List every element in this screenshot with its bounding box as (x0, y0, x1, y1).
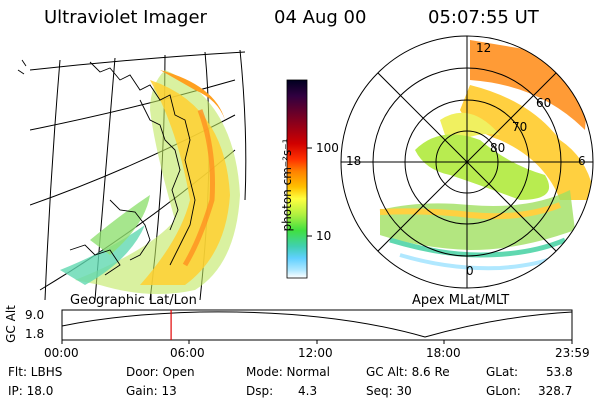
filter-info: Flt: LBHS (8, 365, 63, 379)
mlt-label-6: 6 (578, 154, 586, 168)
dsp-value: 4.3 (298, 384, 318, 398)
glat-value: 53.8 (546, 365, 573, 379)
altitude-plot (61, 309, 573, 344)
time-tick-0000: 00:00 (44, 346, 79, 360)
colorbar-unit-label: photon cm⁻²s⁻¹ (280, 138, 294, 232)
mlat-label-70: 70 (512, 120, 528, 134)
colorbar-label-100: 100 (316, 141, 339, 155)
door-info: Door: Open (126, 365, 195, 379)
colorbar-gradient (286, 79, 308, 279)
gain-info: Gain: 13 (126, 384, 177, 398)
altitude-ylabel: GC Alt (4, 305, 18, 343)
geographic-map (17, 49, 247, 300)
app-title: Ultraviolet Imager (44, 7, 207, 28)
mode-info: Mode: Normal (246, 365, 330, 379)
colorbar (286, 79, 312, 279)
glon-value: 328.7 (538, 384, 573, 398)
time-tick-1200: 12:00 (298, 346, 333, 360)
time-tick-2359: 23:59 (555, 346, 590, 360)
time-label: 05:07:55 UT (428, 7, 539, 28)
mlat-label-80: 80 (490, 141, 506, 155)
altitude-ytick-low: 1.8 (25, 327, 45, 341)
mlt-label-0: 0 (466, 264, 474, 278)
altitude-ytick-high: 9.0 (25, 308, 45, 322)
time-tick-0600: 06:00 (170, 346, 205, 360)
dsp-info: Dsp: (246, 384, 274, 398)
mlt-label-12: 12 (476, 41, 492, 55)
polar-plot (340, 35, 594, 289)
mlt-label-18: 18 (346, 154, 362, 168)
altitude-curve (61, 311, 573, 338)
time-tick-1800: 18:00 (426, 346, 461, 360)
date-label: 04 Aug 00 (274, 7, 367, 28)
apex-caption: Apex MLat/MLT (412, 293, 510, 308)
geographic-caption: Geographic Lat/Lon (70, 293, 197, 308)
seq-info: Seq: 30 (366, 384, 412, 398)
altitude-frame (61, 309, 573, 341)
glon-info: GLon: (486, 384, 521, 398)
glat-info: GLat: (486, 365, 519, 379)
gc-alt-info: GC Alt: 8.6 Re (366, 365, 450, 379)
mlat-label-60: 60 (536, 96, 552, 110)
colorbar-label-10: 10 (316, 229, 332, 243)
ip-info: IP: 18.0 (8, 384, 54, 398)
